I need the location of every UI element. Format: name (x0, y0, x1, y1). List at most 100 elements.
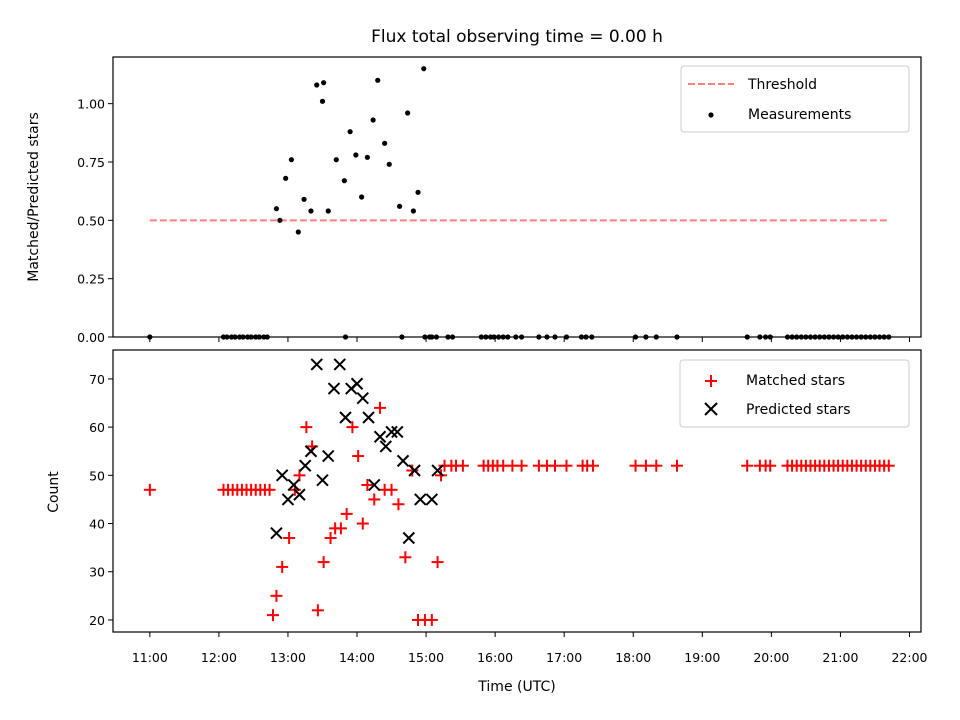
predicted-point (396, 454, 410, 468)
bottom-y-axis-label: Count (46, 471, 62, 513)
measurement-point (308, 208, 314, 214)
matched-point (324, 532, 337, 544)
matched-point (392, 498, 405, 511)
top-y-tick-label: 0.25 (77, 272, 105, 287)
measurement-point (325, 208, 331, 214)
predicted-point (281, 493, 295, 506)
predicted-point (339, 411, 352, 424)
chart-title: Flux total observing time = 0.00 h (371, 27, 663, 47)
matched-point (560, 459, 573, 472)
measurement-point (319, 98, 326, 104)
matched-point (263, 483, 276, 496)
predicted-point (316, 473, 329, 487)
predicted-point (402, 531, 416, 545)
measurement-point (283, 175, 289, 181)
top-panel: 0.00 0.25 0.50 0.75 1.00 Matched/Predicted s… (26, 56, 922, 345)
bottom-x-tick-label: 19:00 (684, 650, 720, 665)
measurement-point (364, 154, 370, 160)
bottom-y-tick-label: 20 (89, 613, 105, 628)
top-x-axis-ticks (149, 337, 910, 342)
measurement-point (370, 117, 376, 123)
measurement-point (273, 206, 280, 212)
measurement-point (314, 82, 320, 88)
matched-point (456, 459, 469, 472)
bottom-x-tick-label: 12:00 (201, 650, 237, 665)
matched-point (741, 459, 754, 472)
legend-predicted-swatch (704, 402, 718, 416)
predicted-point (414, 493, 427, 506)
bottom-legend: Matched stars Predicted stars (679, 359, 910, 428)
bottom-x-tick-label: 13:00 (270, 650, 306, 665)
matched-point (283, 532, 296, 544)
bottom-y-tick-label: 60 (89, 420, 105, 435)
matched-point (368, 493, 381, 506)
bottom-x-tick-label: 17:00 (546, 650, 582, 665)
bottom-x-tick-label: 21:00 (822, 650, 858, 665)
matched-point (548, 459, 561, 472)
predicted-point (425, 493, 439, 506)
legend-measurements-label: Measurements (748, 107, 851, 123)
bottom-y-tick-label: 40 (89, 517, 105, 532)
matched-point (293, 469, 306, 482)
legend-threshold-label: Threshold (747, 77, 817, 93)
bottom-panel: 20 30 40 50 60 70 11:00 12:00 13:00 14:00 15:00 16… (46, 349, 928, 695)
measurement-point (375, 77, 381, 83)
matched-point (650, 459, 663, 472)
legend-matched-label: Matched stars (746, 373, 845, 389)
bottom-x-axis: 11:00 12:00 13:00 14:00 15:00 16:00 17:00 18:00… (132, 632, 928, 665)
matched-point (374, 401, 387, 414)
predicted-point (362, 411, 375, 424)
matched-point (266, 609, 279, 622)
bottom-y-tick-label: 70 (89, 372, 105, 387)
matched-point (143, 483, 156, 496)
legend-measurements-swatch (708, 112, 714, 118)
top-y-axis: 0.00 0.25 0.50 0.75 1.00 (77, 97, 113, 345)
matched-point (639, 459, 652, 472)
top-y-tick-label: 0.00 (77, 330, 105, 345)
measurement-point (353, 152, 359, 158)
top-legend: Threshold Measurements (680, 65, 910, 133)
matched-point (586, 459, 599, 472)
matched-point (276, 560, 289, 573)
predicted-point (322, 449, 335, 463)
measurement-point (359, 194, 365, 200)
bottom-x-tick-label: 15:00 (408, 650, 444, 665)
matched-point (361, 478, 374, 491)
matched-point (425, 613, 438, 626)
matched-point (670, 459, 683, 472)
predicted-point (379, 440, 392, 453)
predicted-point (310, 358, 323, 371)
matched-point (431, 556, 444, 569)
top-y-tick-label: 1.00 (77, 97, 105, 112)
top-y-tick-label: 0.50 (77, 213, 105, 228)
measurement-point (386, 161, 392, 167)
bottom-axes-frame (112, 349, 922, 633)
bottom-y-tick-label: 30 (89, 565, 105, 580)
measurement-point (396, 203, 403, 209)
bottom-x-tick-label: 18:00 (615, 650, 651, 665)
measurement-point (333, 157, 339, 163)
top-axes-frame (112, 56, 922, 338)
bottom-x-axis-label: Time (UTC) (477, 679, 555, 695)
measurement-point (321, 80, 327, 86)
bottom-legend-box (679, 359, 910, 428)
matched-point (399, 551, 412, 564)
bottom-plot-area (143, 358, 895, 626)
matched-point (346, 421, 359, 434)
bottom-x-tick-label: 16:00 (477, 650, 513, 665)
matched-point (882, 459, 895, 472)
legend-matched-swatch (705, 375, 717, 387)
matched-point (406, 464, 419, 477)
bottom-x-tick-label: 20:00 (753, 650, 789, 665)
matched-point (340, 507, 353, 520)
bottom-x-tick-label: 11:00 (132, 650, 168, 665)
matched-point (515, 459, 528, 472)
matched-point (356, 517, 369, 530)
predicted-point (327, 382, 341, 395)
matched-point (300, 421, 313, 434)
predicted-point (431, 464, 444, 477)
matched-point (311, 604, 324, 617)
matched-point (334, 522, 347, 535)
measurement-point (382, 140, 388, 146)
